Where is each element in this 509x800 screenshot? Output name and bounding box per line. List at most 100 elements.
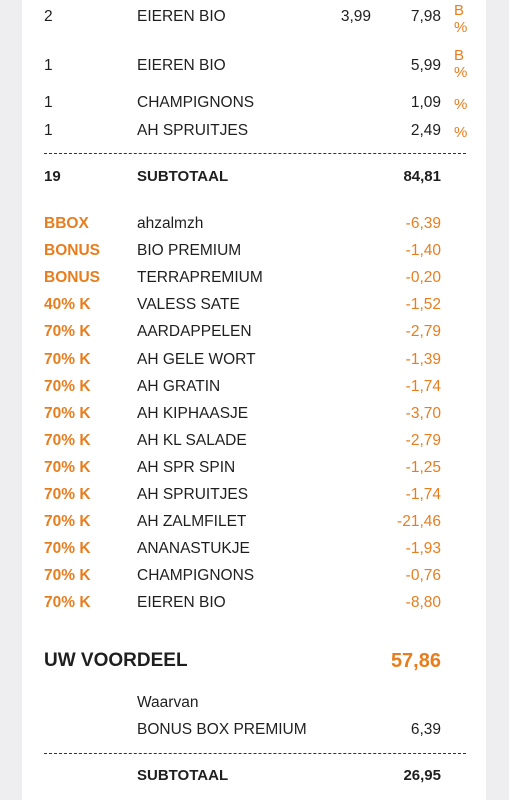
discount-code: 70% K: [44, 486, 91, 503]
item-row: 2 EIEREN BIO 3,99 7,98 B%: [22, 2, 486, 36]
discount-description: AH KIPHAASJE: [137, 404, 249, 422]
discount-row: 70% K AH GRATIN -1,74: [22, 378, 486, 402]
discount-code: BONUS: [44, 242, 100, 260]
subtotal-amount: 84,81: [403, 168, 441, 185]
item-total: 1,09: [410, 94, 441, 111]
discount-code: 70% K: [44, 540, 91, 558]
receipt: 2 EIEREN BIO 3,99 7,98 B% 1 EIEREN BIO 5…: [22, 0, 486, 800]
discount-flag: %: [454, 64, 468, 81]
bonus-flag: B: [454, 47, 465, 64]
subtotal-amount: 26,95: [403, 767, 441, 784]
item-total: 5,99: [410, 57, 441, 74]
discount-row: BONUS BIO PREMIUM -1,40: [22, 242, 486, 266]
discount-description: VALESS SATE: [137, 296, 240, 314]
discount-row: 70% K AH SPR SPIN -1,25: [22, 459, 486, 483]
discount-row: 70% K EIEREN BIO -8,80: [22, 594, 486, 618]
discount-description: CHAMPIGNONS: [137, 567, 255, 585]
item-description: AH SPRUITJES: [137, 122, 249, 139]
discount-row: 70% K AH KIPHAASJE -3,70: [22, 405, 486, 429]
discount-description: BIO PREMIUM: [137, 242, 242, 260]
discount-amount: -1,52: [405, 296, 441, 314]
discount-description: AH SPR SPIN: [137, 458, 236, 476]
discount-description: AH GRATIN: [137, 377, 221, 395]
discount-description: AH GELE WORT: [137, 350, 256, 368]
discount-row: BONUS TERRAPREMIUM -0,20: [22, 269, 486, 293]
savings-label: UW VOORDEEL: [44, 650, 188, 671]
discount-code: BONUS: [44, 269, 100, 287]
item-row: 1 CHAMPIGNONS 1,09 %: [22, 94, 486, 118]
discount-description: ANANASTUKJE: [137, 540, 250, 558]
discount-row: 70% K AH KL SALADE -2,79: [22, 432, 486, 456]
subtotal-label: SUBTOTAAL: [137, 168, 229, 185]
discount-row: 70% K AH SPRUITJES -1,74: [22, 486, 486, 510]
subtotal-qty: 19: [44, 168, 61, 185]
item-row: 1 AH SPRUITJES 2,49 %: [22, 122, 486, 146]
bonus-flag: B: [454, 2, 465, 19]
discount-description: TERRAPREMIUM: [137, 269, 263, 287]
waarvan-item-row: BONUS BOX PREMIUM 6,39: [22, 721, 486, 745]
discount-amount: -3,70: [405, 404, 441, 422]
discount-code: 70% K: [44, 404, 91, 422]
item-total: 2,49: [410, 122, 441, 139]
waarvan-amount: 6,39: [410, 721, 441, 738]
discount-code: 70% K: [44, 513, 91, 531]
discount-amount: -1,74: [405, 377, 441, 395]
discount-code: 70% K: [44, 594, 91, 612]
discount-row: 70% K AARDAPPELEN -2,79: [22, 323, 486, 347]
discount-amount: -1,74: [405, 486, 441, 503]
discount-description: AH ZALMFILET: [137, 513, 247, 531]
item-description: EIEREN BIO: [137, 8, 226, 25]
discount-code: 70% K: [44, 431, 91, 449]
discount-amount: -21,46: [397, 513, 441, 531]
item-flag: B%: [454, 2, 467, 36]
item-unit-price: 3,99: [340, 8, 371, 25]
discount-row: 40% K VALESS SATE -1,52: [22, 296, 486, 320]
discount-description: AH KL SALADE: [137, 431, 247, 449]
discount-code: 70% K: [44, 458, 91, 476]
subtotal-label: SUBTOTAAL: [137, 767, 229, 784]
waarvan-label: Waarvan: [137, 694, 199, 711]
subtotal-row: 19 SUBTOTAAL 84,81: [22, 168, 486, 192]
discount-amount: -1,39: [405, 350, 441, 368]
discount-code: BBOX: [44, 215, 89, 232]
discount-amount: -1,93: [405, 540, 441, 558]
item-qty: 2: [44, 8, 53, 25]
discount-description: ahzalmzh: [137, 215, 204, 232]
discount-code: 70% K: [44, 567, 91, 585]
item-qty: 1: [44, 57, 53, 74]
discount-flag: %: [454, 124, 468, 141]
discount-amount: -0,20: [405, 269, 441, 287]
discount-amount: -6,39: [405, 215, 441, 232]
item-row: 1 EIEREN BIO 5,99 B%: [22, 47, 486, 81]
subtotal-row: SUBTOTAAL 26,95: [22, 767, 486, 791]
waarvan-item: BONUS BOX PREMIUM: [137, 721, 307, 738]
discount-row: 70% K AH GELE WORT -1,39: [22, 351, 486, 375]
discount-code: 70% K: [44, 323, 91, 341]
discount-amount: -2,79: [405, 323, 441, 341]
item-description: CHAMPIGNONS: [137, 94, 255, 111]
waarvan-row: Waarvan: [22, 694, 486, 718]
discount-row: BBOX ahzalmzh -6,39: [22, 215, 486, 239]
discount-description: AARDAPPELEN: [137, 323, 252, 341]
item-total: 7,98: [410, 8, 441, 25]
discount-amount: -8,80: [405, 594, 441, 612]
discount-flag: %: [454, 96, 468, 113]
discount-code: 70% K: [44, 350, 91, 368]
discount-amount: -2,79: [405, 431, 441, 449]
savings-amount: 57,86: [390, 650, 441, 672]
item-qty: 1: [44, 94, 53, 111]
discount-description: EIEREN BIO: [137, 594, 226, 612]
discount-amount: -1,40: [405, 242, 441, 260]
item-qty: 1: [44, 122, 53, 139]
discount-row: 70% K AH ZALMFILET -21,46: [22, 513, 486, 537]
dashed-divider: [44, 753, 466, 754]
dashed-divider: [44, 153, 466, 154]
savings-row: UW VOORDEEL 57,86: [22, 650, 486, 680]
discount-code: 40% K: [44, 296, 91, 314]
item-description: EIEREN BIO: [137, 57, 226, 74]
discount-code: 70% K: [44, 377, 91, 395]
discount-flag: %: [454, 19, 468, 36]
item-flag: B%: [454, 47, 467, 81]
discount-amount: -0,76: [405, 567, 441, 585]
discount-row: 70% K CHAMPIGNONS -0,76: [22, 567, 486, 591]
